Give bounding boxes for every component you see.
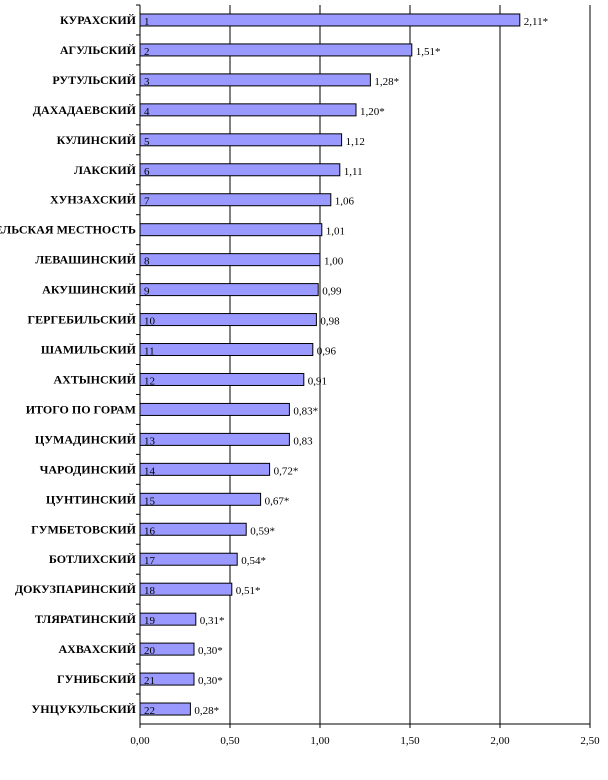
category-label: АКУШИНСКИЙ [42,283,136,297]
rank-label: 3 [144,76,150,88]
grid-lines [229,5,591,724]
value-label: 0,96 [317,346,337,358]
category-label: ШАМИЛЬСКИЙ [41,343,137,357]
bars [139,13,521,716]
value-label: 0,83 [293,435,313,447]
category-label: ЛЕВАШИНСКИЙ [35,253,136,267]
rank-label: 6 [144,166,150,178]
value-label: 0,67* [265,495,290,507]
bar [139,402,290,416]
category-label: ГУНИБСКИЙ [57,672,137,686]
x-tick-label: 1,00 [310,735,330,747]
value-label: 0,99 [322,286,342,298]
rank-label: 5 [144,136,150,148]
bar [139,193,332,207]
category-label: ИТОГО ПО ГОРАМ [26,402,136,416]
rank-label: 11 [144,346,155,358]
category-label: СЕЛЬСКАЯ МЕСТНОСТЬ [0,223,136,237]
rank-label: 1 [144,16,150,28]
bar [139,283,319,297]
x-axis: 0,00 0,50 1,00 1,50 2,00 2,50 [130,4,600,747]
x-tick-label: 2,00 [490,735,510,747]
bar [139,313,317,327]
rank-label: 18 [144,585,156,597]
value-label: 0,98 [320,316,340,328]
category-label: РУТУЛЬСКИЙ [52,73,136,87]
bar [139,462,271,476]
bar [139,492,262,506]
rank-label: 15 [144,495,156,507]
value-label: 0,83* [293,405,318,417]
bar [139,223,323,237]
bar [139,253,321,267]
category-label: ЛАКСКИЙ [74,163,137,177]
category-label: ЦУНТИНСКИЙ [46,492,137,506]
value-label: 1,28* [374,76,399,88]
value-label: 0,59* [250,525,275,537]
bar [139,343,314,357]
value-label: 0,54* [241,555,266,567]
category-label: БОТЛИХСКИЙ [49,552,137,566]
rank-label: 7 [144,196,150,208]
x-tick-label: 2,50 [580,735,600,747]
category-label: УНЦУКУЛЬСКИЙ [31,702,136,716]
category-label: КУРАХСКИЙ [60,13,137,27]
x-tick-label: 0,00 [130,735,150,747]
value-label: 0,30* [198,645,223,657]
bar [139,103,357,117]
rank-label: 4 [144,106,150,118]
category-labels: КУРАХСКИЙ 1 2,11* АГУЛЬСКИЙ 2 1,51* РУТУЛЬСКИЙ… [0,13,548,717]
category-label: ДОКУЗПАРИНСКИЙ [15,582,137,596]
rank-label: 17 [144,555,156,567]
bar [139,163,341,177]
value-label: 0,72* [274,465,299,477]
bar [139,432,290,446]
rank-label: 22 [144,705,155,717]
value-label: 0,30* [198,675,223,687]
category-label: АХТЫНСКИЙ [54,372,137,386]
category-label: ГЕРГЕБИЛЬСКИЙ [28,313,137,327]
rank-label: 19 [144,615,156,627]
bar [139,13,521,27]
rank-label: 2 [144,46,150,58]
x-tick-label: 0,50 [220,735,240,747]
value-label: 1,51* [416,46,441,58]
bar [139,43,413,57]
category-label: ЦУМАДИНСКИЙ [35,432,137,446]
value-label: 1,01 [326,226,345,238]
category-label: КУЛИНСКИЙ [57,133,137,147]
x-tick-label: 1,50 [400,735,420,747]
rank-label: 14 [144,465,156,477]
value-label: 1,06 [335,196,355,208]
value-label: 1,11 [344,166,363,178]
rank-label: 8 [144,256,150,268]
value-label: 1,12 [346,136,365,148]
category-label: ДАХАДАЕВСКИЙ [33,103,137,117]
bar [139,133,343,147]
category-label: АГУЛЬСКИЙ [60,43,137,57]
rank-label: 21 [144,675,155,687]
value-label: 0,51* [236,585,261,597]
value-label: 0,31* [200,615,225,627]
rank-label: 10 [144,316,156,328]
rank-label: 13 [144,435,156,447]
value-label: 1,20* [360,106,385,118]
rank-label: 12 [144,375,155,387]
category-label: АХВАХСКИЙ [59,642,137,656]
bar [139,372,305,386]
category-label: ХУНЗАХСКИЙ [50,193,137,207]
category-label: ЧАРОДИНСКИЙ [40,462,137,476]
category-label: ТЛЯРАТИНСКИЙ [35,612,137,626]
value-label: 0,91 [308,375,327,387]
rank-label: 16 [144,525,156,537]
bar [139,522,247,536]
value-label: 2,11* [524,16,548,28]
bar [139,73,371,87]
rank-label: 20 [144,645,156,657]
rank-label: 9 [144,286,150,298]
category-label: ГУМБЕТОВСКИЙ [31,522,137,536]
value-label: 1,00 [324,256,344,268]
value-label: 0,28* [194,705,219,717]
